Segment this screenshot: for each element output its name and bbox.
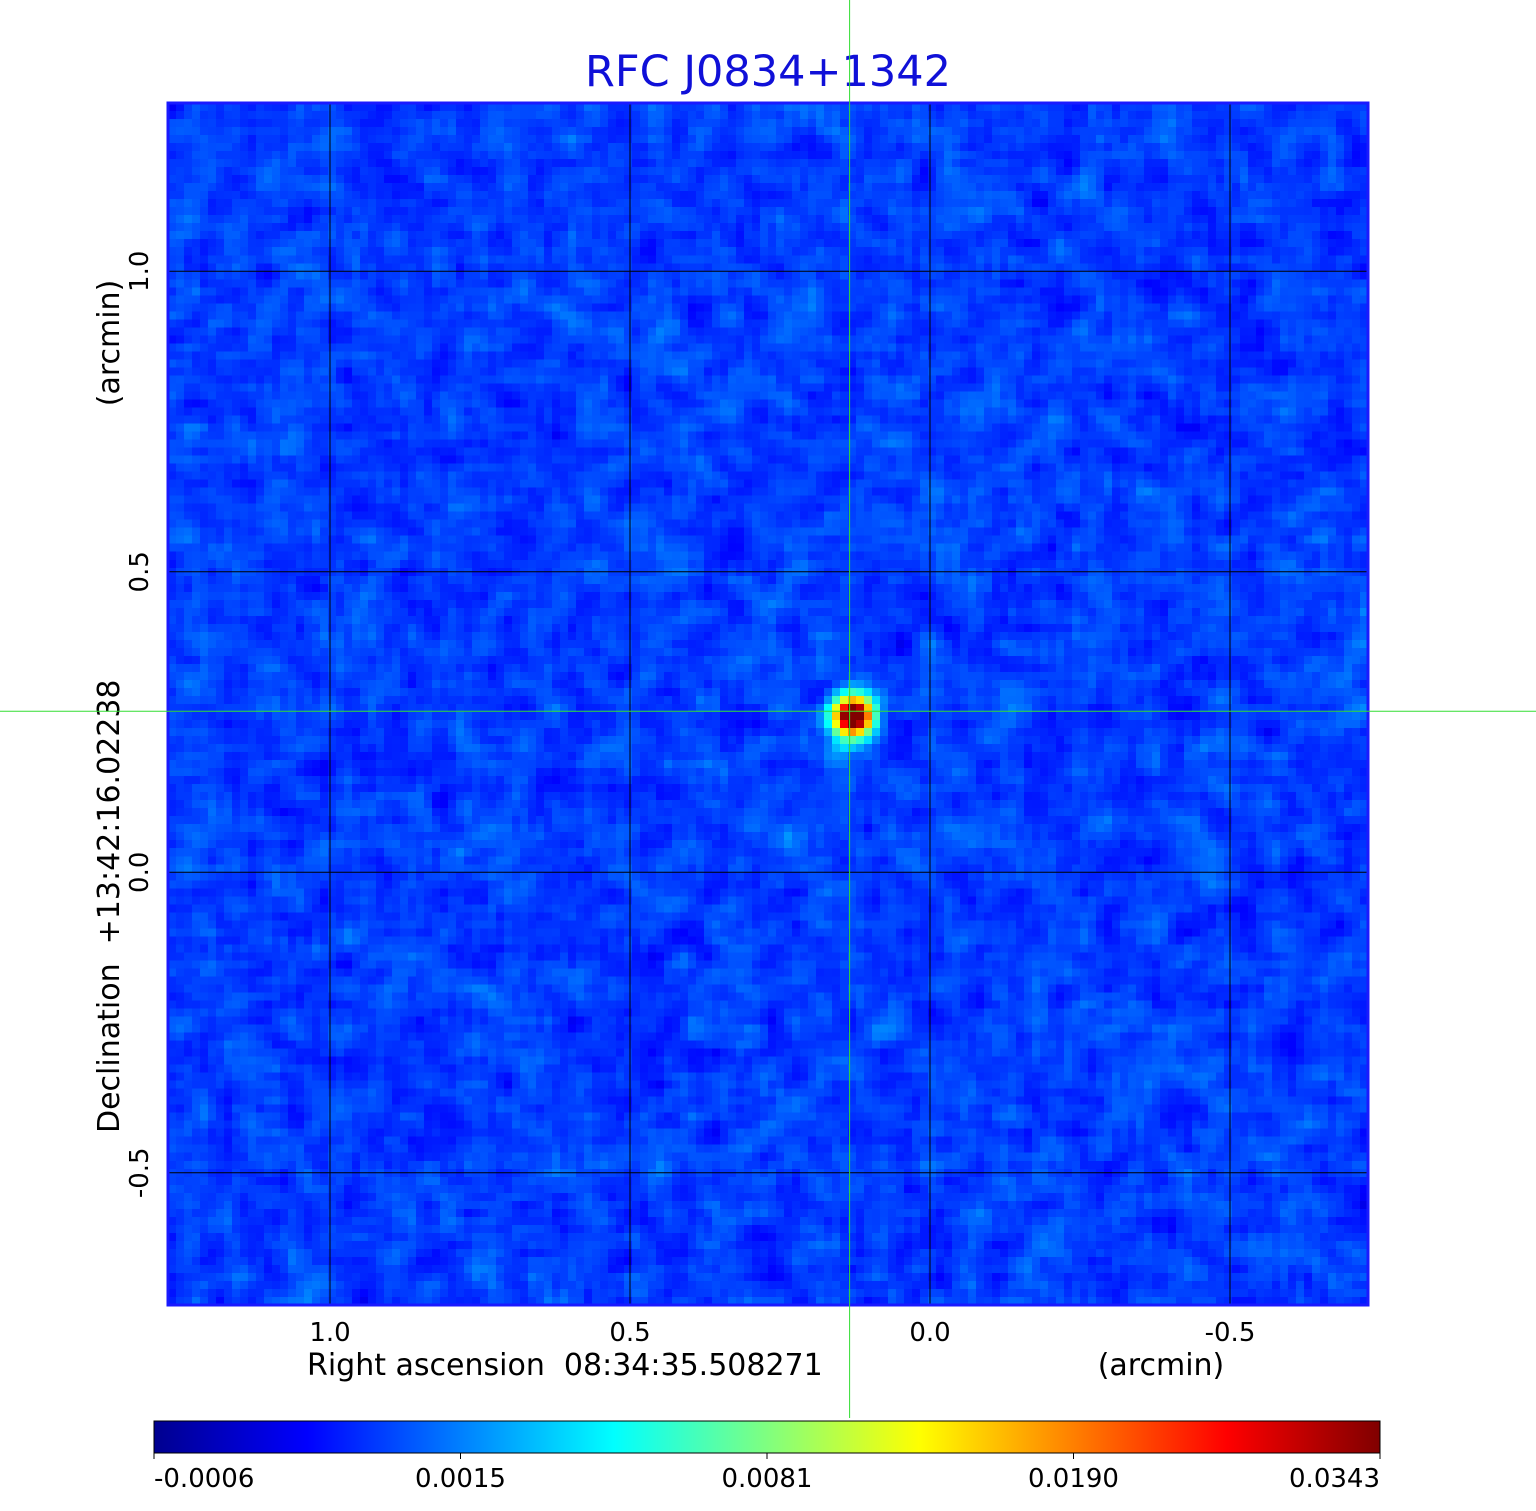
- colorbar-tick-label: 0.0343: [1289, 1464, 1380, 1494]
- x-tick-label: 1.0: [309, 1318, 350, 1348]
- intensity-image: [168, 103, 1368, 1305]
- crosshair: [0, 0, 1536, 1418]
- image-plot: [166, 101, 1370, 1307]
- y-tick-label: 0.0: [125, 852, 155, 893]
- colorbar-tick-label: 0.0015: [415, 1464, 506, 1494]
- y-tick-label: 1.0: [125, 251, 155, 292]
- x-tick-label: 0.0: [909, 1318, 950, 1348]
- colorbar: [153, 1420, 1381, 1454]
- y-axis-label: Declination +13:42:16.02238: [92, 679, 127, 1133]
- plot-frame: [166, 101, 1370, 1307]
- colorbar-tick-label: -0.0006: [154, 1464, 254, 1494]
- colorbar-tick-label: 0.0081: [722, 1464, 813, 1494]
- y-tick-labels: 1.0 0.5 0.0 -0.5: [125, 251, 155, 1199]
- colorbar-tick-labels: -0.0006 0.0015 0.0081 0.0190 0.0343: [153, 1453, 1381, 1494]
- x-axis-unit: (arcmin): [1098, 1348, 1225, 1383]
- y-tick-label: 0.5: [125, 551, 155, 592]
- y-axis-unit: (arcmin): [92, 280, 127, 407]
- y-tick-label: -0.5: [125, 1147, 155, 1198]
- x-tick-label: -0.5: [1205, 1318, 1256, 1348]
- x-tick-label: 0.5: [609, 1318, 650, 1348]
- grid-lines: [168, 103, 1368, 1305]
- colorbar-tick-label: 0.0190: [1028, 1464, 1119, 1494]
- chart-title: RFC J0834+1342: [585, 47, 951, 97]
- x-tick-labels: 1.0 0.5 0.0 -0.5: [309, 1318, 1255, 1348]
- x-axis-label: Right ascension 08:34:35.508271: [307, 1348, 823, 1383]
